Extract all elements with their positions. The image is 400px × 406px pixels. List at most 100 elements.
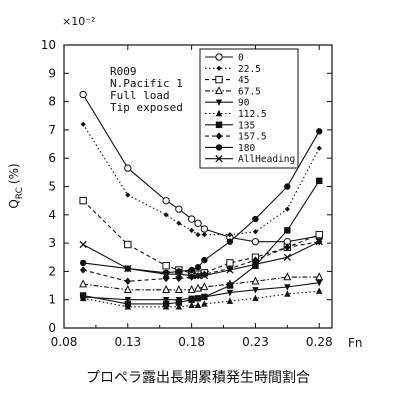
data-point	[194, 219, 202, 227]
legend-marker	[215, 75, 223, 84]
legend-label: 45	[238, 75, 249, 86]
data-point	[124, 297, 132, 304]
data-point	[162, 300, 170, 308]
data-point	[316, 280, 323, 287]
data-point	[227, 232, 233, 238]
data-point	[79, 90, 87, 99]
data-point	[252, 294, 259, 301]
x-tick-label: 0.13	[114, 335, 141, 349]
data-point	[174, 284, 183, 293]
data-point	[201, 293, 208, 301]
data-point	[187, 284, 196, 293]
data-point	[124, 240, 132, 249]
data-point	[315, 238, 323, 246]
data-point	[188, 273, 195, 281]
data-point	[283, 272, 292, 281]
data-point	[163, 212, 169, 218]
legend-label: 112.5	[238, 109, 267, 120]
data-point	[162, 196, 170, 205]
data-point	[175, 270, 183, 278]
y-multiplier: ×10⁻²	[62, 15, 95, 28]
data-point	[123, 284, 132, 293]
legend-marker	[215, 144, 223, 151]
data-point	[79, 292, 87, 299]
data-point	[175, 274, 183, 283]
legend-label: 135	[238, 120, 255, 131]
data-point	[252, 262, 259, 269]
series-line	[82, 241, 320, 282]
data-point	[188, 266, 195, 274]
data-point	[79, 240, 87, 249]
annotation-line: R009	[110, 65, 137, 78]
legend-label: 22.5	[238, 64, 261, 75]
data-point	[252, 229, 259, 235]
series-135	[79, 177, 323, 308]
annotation-line: Tip exposed	[110, 101, 183, 114]
series-180	[79, 128, 323, 277]
series-line	[83, 276, 320, 291]
data-point	[284, 284, 291, 291]
y-tick-label: 10	[41, 38, 56, 52]
data-point	[252, 287, 259, 294]
data-point	[79, 259, 87, 267]
svg-text:QRC(%): QRC (%)	[7, 163, 25, 208]
data-point	[79, 279, 88, 288]
legend-marker	[215, 53, 223, 61]
legend-label: 67.5	[238, 86, 261, 97]
data-point	[162, 284, 171, 293]
data-point	[124, 264, 132, 273]
legend-label: 90	[238, 98, 250, 109]
y-tick-label: 7	[48, 123, 56, 137]
data-point	[284, 183, 291, 190]
data-point	[226, 238, 234, 245]
legend-label: 0	[238, 53, 244, 64]
legend-label: 157.5	[238, 132, 267, 143]
data-point	[200, 225, 209, 233]
data-point	[124, 164, 132, 172]
x-axis: 0.08 0.13 0.18 0.23 0.28	[51, 45, 333, 349]
data-point	[194, 295, 202, 302]
data-point	[316, 128, 323, 135]
data-point	[194, 263, 202, 271]
legend-label: AllHeading	[238, 154, 295, 165]
data-point	[284, 290, 291, 297]
legend-marker	[215, 155, 223, 163]
legend-label: 180	[238, 143, 255, 154]
annotation-line: N.Pacific 1	[110, 77, 183, 90]
y-tick-label: 1	[48, 293, 56, 307]
data-point	[187, 215, 196, 223]
legend-marker	[214, 86, 224, 95]
data-point	[176, 220, 182, 226]
data-point	[79, 196, 87, 205]
data-point	[193, 283, 203, 292]
data-point	[251, 260, 260, 268]
y-tick-label: 6	[48, 151, 56, 165]
data-point	[187, 271, 196, 280]
y-tick-label: 0	[48, 321, 56, 335]
y-tick-label: 8	[48, 95, 56, 109]
legend-marker	[215, 121, 223, 128]
data-point	[175, 205, 183, 213]
y-axis-label-sub: RC	[15, 187, 25, 199]
data-point	[316, 287, 323, 294]
data-point	[80, 121, 86, 127]
y-tick-label: 2	[48, 264, 56, 278]
x-tick-label: 0.08	[51, 335, 78, 349]
data-point	[316, 145, 322, 151]
data-point	[175, 299, 183, 306]
data-point	[201, 232, 207, 238]
data-point	[315, 272, 324, 281]
x-tick-label: 0.18	[178, 335, 205, 349]
x-tick-label: 0.23	[242, 335, 269, 349]
y-axis-label-main: Q	[7, 199, 21, 208]
data-point	[284, 227, 291, 234]
data-point	[251, 276, 260, 285]
data-point	[195, 232, 201, 238]
annotation-line: Full load	[110, 89, 170, 102]
data-point	[284, 206, 290, 212]
data-point	[316, 177, 323, 185]
data-point	[194, 301, 202, 309]
series-allheading	[79, 238, 323, 280]
series-line	[82, 290, 320, 308]
